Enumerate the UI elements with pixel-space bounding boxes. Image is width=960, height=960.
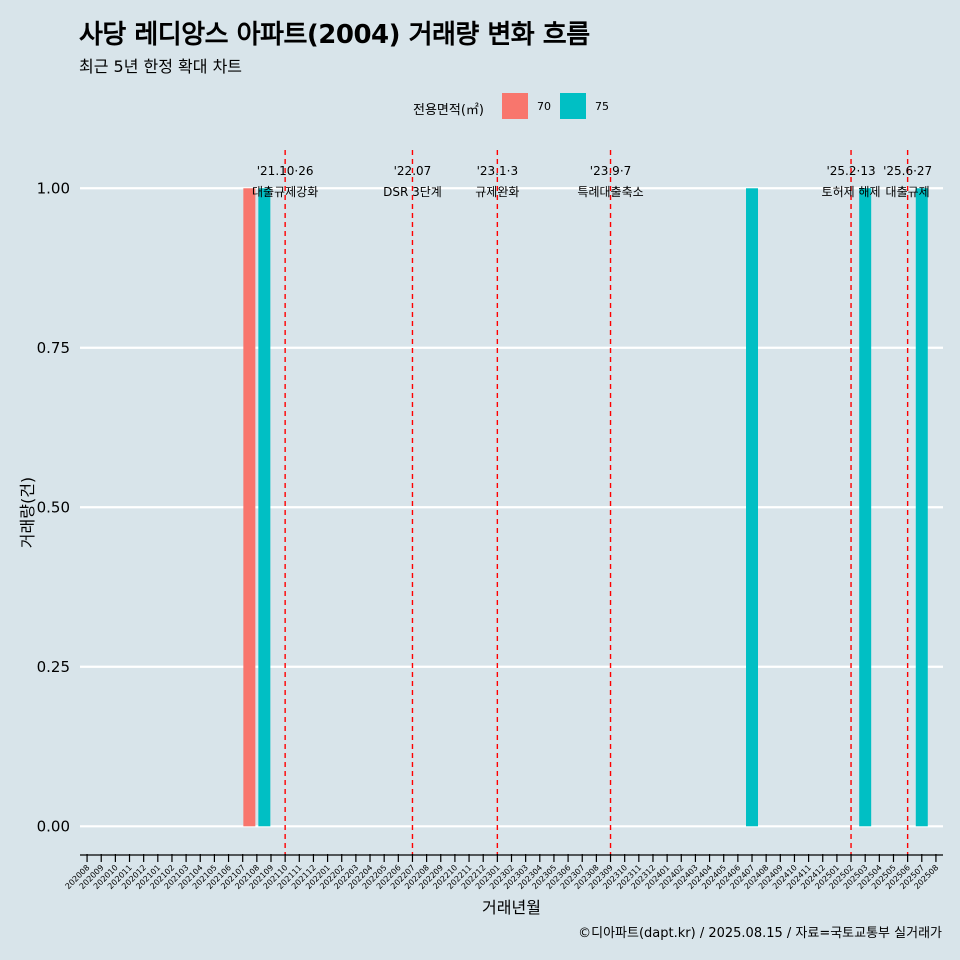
legend: 전용면적(㎡) 70 75	[0, 92, 960, 122]
bar-75-202407	[746, 188, 759, 827]
y-axis-title: 거래량(건)	[18, 477, 37, 548]
event-label: 특례대출축소	[577, 185, 643, 199]
event-date: '23.9·7	[590, 164, 631, 178]
chart-title: 사당 레디앙스 아파트(2004) 거래량 변화 흐름	[79, 20, 590, 50]
event-date: '25.6·27	[883, 164, 932, 178]
legend-label-75: 75	[595, 100, 609, 113]
chart-subtitle: 최근 5년 한정 확대 차트	[79, 57, 243, 76]
event-label: DSR 3단계	[383, 185, 442, 199]
legend-key-70	[502, 93, 528, 119]
y-tick-label: 0.25	[37, 658, 70, 676]
y-tick-label: 0.00	[37, 817, 70, 835]
y-tick-label: 1.00	[37, 179, 70, 197]
event-label: 대출규제강화	[252, 185, 318, 199]
event-date: '23.1·3	[477, 164, 518, 178]
legend-title: 전용면적(㎡)	[413, 103, 484, 118]
event-date: '25.2·13	[826, 164, 875, 178]
x-axis-title: 거래년월	[482, 898, 541, 917]
bar-75-202507	[915, 188, 928, 827]
bar-70-202108	[243, 188, 256, 827]
event-label: 토허제 해제	[822, 185, 881, 199]
legend-label-70: 70	[537, 100, 551, 113]
source-caption: ©디아파트(dapt.kr) / 2025.08.15 / 자료=국토교통부 실…	[578, 926, 942, 941]
event-date: '22.07	[394, 164, 432, 178]
legend-key-75	[560, 93, 586, 119]
event-label: 대출규제	[886, 185, 930, 199]
event-label: 규제완화	[475, 185, 519, 199]
y-tick-label: 0.75	[37, 339, 70, 357]
event-date: '21.10·26	[257, 164, 314, 178]
y-tick-label: 0.50	[37, 498, 70, 516]
bar-75-202108	[258, 188, 271, 827]
bar-75-202503	[859, 188, 872, 827]
